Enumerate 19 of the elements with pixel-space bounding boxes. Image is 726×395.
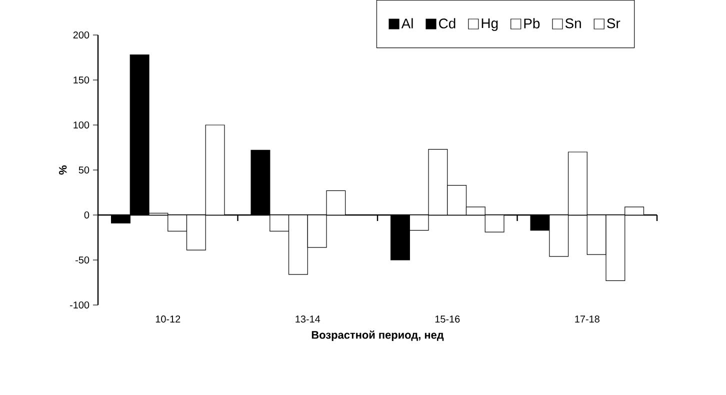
x-tick-label: 15-16 <box>435 316 460 323</box>
y-tick-label: -50 <box>76 256 90 264</box>
legend-label: Cd <box>439 18 456 28</box>
legend-label: Al <box>401 18 413 28</box>
y-tick-label: 50 <box>78 166 90 174</box>
y-tick-label: 200 <box>73 31 90 39</box>
y-tick-label: 150 <box>74 76 90 84</box>
legend-label: Sr <box>607 18 620 28</box>
x-tick-label: 17-18 <box>575 316 600 323</box>
x-axis-title: Возрастной период, нед <box>312 330 444 341</box>
y-axis-title: % <box>58 165 67 175</box>
x-tick-label: 10-12 <box>156 316 180 323</box>
x-tick-label: 13-14 <box>296 316 320 323</box>
y-tick-label: 100 <box>74 121 90 129</box>
y-tick-label: -100 <box>70 301 90 309</box>
legend-label: Sn <box>565 18 581 28</box>
legend-label: Hg <box>482 18 498 31</box>
legend-label: Pb <box>524 18 540 28</box>
y-tick-label: 0 <box>84 211 90 219</box>
